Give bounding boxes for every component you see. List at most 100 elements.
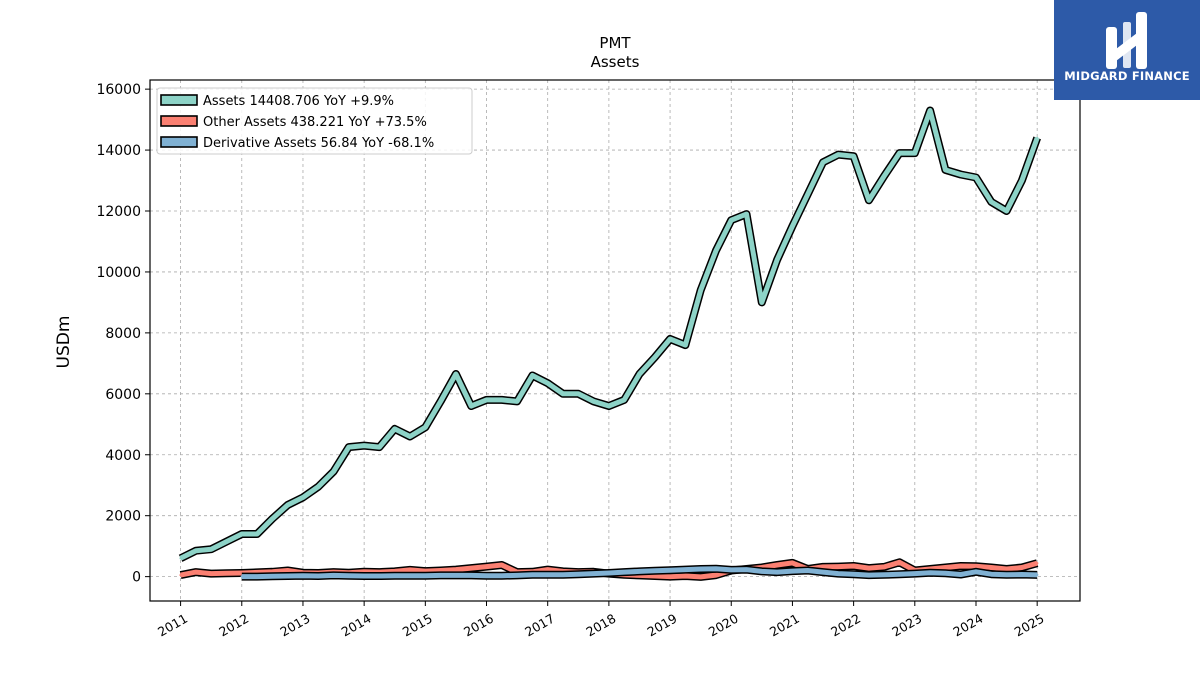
data-point-0 [577,392,580,395]
y-tick-label: 2000 [105,509,141,525]
x-tick-label: 2021 [767,611,802,640]
brand-name: MIDGARD FINANCE [1064,69,1190,83]
data-point-1 [699,575,702,579]
data-point-2 [791,569,794,573]
data-point-1 [775,563,779,567]
data-point-1 [837,565,840,568]
data-point-1 [439,569,442,572]
chart-title: PMT [599,34,631,52]
data-point-0 [959,173,962,176]
data-point-0 [730,219,733,222]
data-point-1 [653,574,656,578]
data-point-0 [301,496,305,499]
data-point-2 [439,574,442,577]
y-tick-label: 6000 [105,387,141,403]
data-point-0 [867,199,871,202]
data-point-2 [362,574,366,578]
data-point-2 [1020,573,1024,576]
data-point-2 [974,570,978,573]
data-point-0 [255,532,259,536]
data-point-0 [592,400,595,403]
data-point-0 [561,392,565,395]
data-point-2 [485,574,488,577]
data-point-0 [408,435,412,438]
data-point-2 [378,574,381,578]
data-point-0 [699,289,702,292]
data-point-1 [821,565,825,569]
plot-lines [178,106,1041,581]
data-point-0 [454,372,458,376]
data-point-1 [454,568,458,571]
data-point-2 [286,574,289,578]
legend-box [156,87,473,155]
data-point-1 [852,564,855,568]
data-point-0 [362,444,366,447]
data-point-0 [271,517,274,520]
data-point-0 [760,301,763,304]
data-point-2 [317,574,320,578]
x-tick-label: 2017 [522,611,557,640]
x-axis: 2011 2012 2013 2014 2015 2016 2017 2018 2019 2020… [155,601,1047,640]
data-point-1 [883,565,886,569]
data-point-0 [1005,209,1008,213]
y-axis: 0 2000 4000 6000 8000 10000 12000 14000 16000 [96,82,150,586]
data-point-0 [638,372,641,376]
data-point-2 [408,574,412,577]
x-tick-label: 2016 [461,611,496,640]
data-point-1 [485,565,488,568]
data-point-0 [607,404,611,408]
data-point-2 [821,570,825,574]
data-point-2 [944,572,947,575]
data-point-2 [959,573,962,576]
data-point-1 [990,566,993,569]
data-point-2 [393,574,396,577]
y-tick-label: 10000 [96,265,141,281]
y-tick-label: 0 [132,570,141,586]
data-point-1 [959,564,962,568]
data-point-0 [194,549,198,552]
data-point-2 [699,567,702,571]
data-point-2 [561,573,565,576]
legend-label-2: Derivative Assets 56.84 YoY -68.1% [203,136,434,151]
data-point-2 [898,573,901,576]
data-point-0 [775,258,779,261]
data-point-2 [638,570,641,573]
data-point-2 [531,573,534,576]
y-axis-label: USDm [54,316,74,369]
data-point-2 [607,571,611,575]
brand-logo: MIDGARD FINANCE [1054,0,1200,100]
x-tick-label: 2025 [1012,611,1047,640]
grid [150,80,1080,601]
data-point-0 [347,445,350,449]
data-point-1 [714,573,718,577]
x-tick-label: 2024 [950,611,985,640]
data-point-0 [470,404,473,408]
data-point-2 [668,569,672,572]
data-point-0 [806,193,809,196]
data-point-2 [240,575,243,578]
data-point-1 [408,568,412,572]
data-point-0 [424,426,427,429]
data-point-0 [898,151,901,155]
data-point-2 [913,572,916,575]
data-point-0 [837,153,840,156]
legend: Assets 14408.706 YoY +9.9% Other Assets 4… [156,87,473,155]
data-point-2 [684,568,687,571]
data-point-1 [1036,562,1039,565]
data-point-0 [515,400,519,403]
data-point-0 [286,503,289,507]
data-point-2 [592,572,595,575]
data-point-1 [500,563,503,567]
data-point-1 [225,572,228,575]
legend-swatch-1 [160,115,198,127]
data-point-2 [623,570,626,574]
data-point-0 [852,155,855,158]
data-point-1 [194,570,198,574]
x-tick-label: 2013 [277,611,312,640]
plot-frame [149,79,1081,602]
data-point-2 [775,570,779,574]
data-point-1 [1005,567,1008,571]
data-point-0 [240,532,243,536]
legend-label-0: Assets 14408.706 YoY +9.9% [203,94,394,109]
data-point-2 [332,574,335,577]
